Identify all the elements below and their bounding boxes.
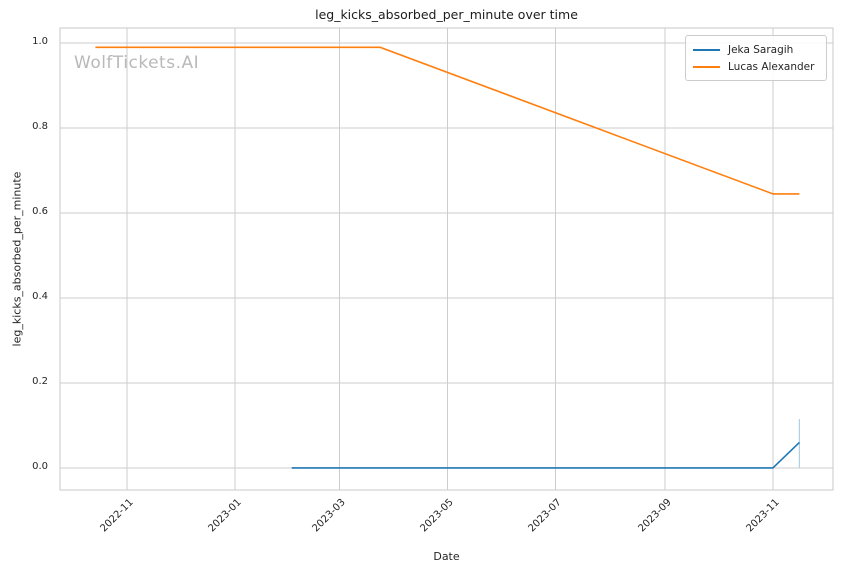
series-line-jeka-saragih bbox=[291, 441, 800, 469]
legend-label: Jeka Saragih bbox=[728, 43, 794, 56]
legend: Jeka Saragih Lucas Alexander bbox=[685, 35, 827, 81]
x-axis-label: Date bbox=[433, 550, 460, 563]
y-tick-label: 0.4 bbox=[32, 290, 48, 302]
legend-swatch-blue-line bbox=[693, 48, 720, 51]
legend-item-lucas-alexander: Lucas Alexander bbox=[693, 58, 819, 75]
legend-swatch-orange-line bbox=[693, 65, 720, 68]
chart-title: leg_kicks_absorbed_per_minute over time bbox=[315, 7, 578, 22]
grid-layer bbox=[60, 28, 833, 490]
y-tick-label: 0.8 bbox=[32, 121, 48, 133]
y-tick-label: 0.0 bbox=[32, 460, 48, 472]
legend-label: Lucas Alexander bbox=[728, 60, 815, 73]
series-line-lucas-alexander bbox=[95, 46, 800, 195]
y-tick-label: 0.2 bbox=[32, 375, 48, 387]
plot-frame bbox=[59, 27, 834, 491]
series-layer bbox=[95, 46, 800, 469]
watermark: WolfTickets.AI bbox=[74, 53, 200, 73]
legend-item-jeka-saragih: Jeka Saragih bbox=[693, 41, 819, 58]
y-tick-label: 0.6 bbox=[32, 206, 48, 217]
y-tick-label: 1.0 bbox=[32, 36, 48, 48]
y-axis-label: leg_kicks_absorbed_per_minute bbox=[10, 171, 24, 347]
